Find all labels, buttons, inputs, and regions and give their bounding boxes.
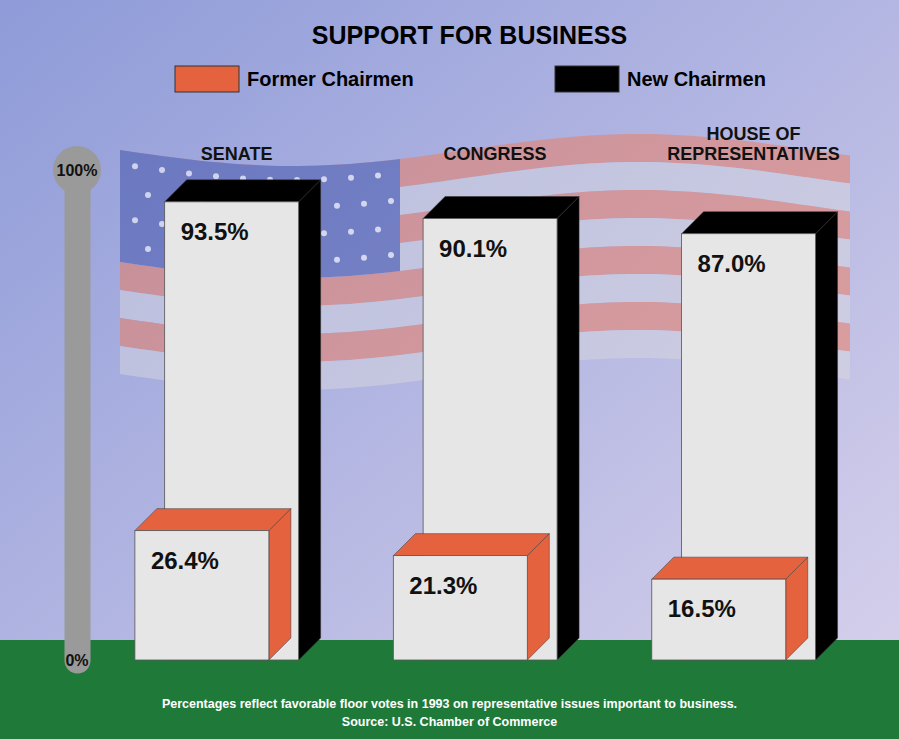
chart-title: SUPPORT FOR BUSINESS xyxy=(312,21,627,49)
y-tick: 0% xyxy=(65,652,88,669)
flag-star xyxy=(321,176,327,182)
category-labels: SENATE CONGRESS HOUSE OFREPRESENTATIVES xyxy=(201,124,840,164)
data-label: 90.1% xyxy=(439,235,507,262)
bar-3d xyxy=(135,509,291,660)
bar xyxy=(135,531,269,660)
category-label: CONGRESS xyxy=(444,144,547,164)
y-tick-label: 100% xyxy=(57,162,98,179)
bar-3d xyxy=(393,534,549,660)
bar-top xyxy=(393,534,549,556)
legend-label: New Chairmen xyxy=(627,68,766,90)
bar-3d xyxy=(652,557,808,660)
data-label: 16.5% xyxy=(668,595,736,622)
data-label: 21.3% xyxy=(409,572,477,599)
bar-side xyxy=(816,212,838,660)
bar-side xyxy=(299,180,321,660)
flag-star xyxy=(132,163,138,169)
bar-top xyxy=(423,197,579,219)
bar xyxy=(393,556,527,660)
bar-top xyxy=(652,557,808,579)
chart-svg: SUPPORT FOR BUSINESS Former Chairmen New C… xyxy=(0,0,899,739)
category-label: SENATE xyxy=(201,144,273,164)
legend: Former Chairmen New Chairmen xyxy=(175,66,766,92)
flag-star xyxy=(388,198,394,204)
data-label: 26.4% xyxy=(151,547,219,574)
data-label: 93.5% xyxy=(181,218,249,245)
bar-side xyxy=(269,509,291,660)
flag-star xyxy=(361,201,367,207)
data-label: 87.0% xyxy=(698,250,766,277)
y-axis: 0% 100% xyxy=(53,146,101,669)
flag-star xyxy=(213,173,219,179)
flag-star xyxy=(334,257,340,263)
flag-star xyxy=(321,230,327,236)
bar-top xyxy=(165,180,321,202)
bars xyxy=(135,180,838,660)
flag-star xyxy=(159,221,165,227)
y-axis-line xyxy=(65,171,91,661)
flag-star xyxy=(375,226,381,232)
flag-star xyxy=(159,167,165,173)
legend-swatch xyxy=(555,66,619,92)
bar-top xyxy=(135,509,291,531)
flag-star xyxy=(132,217,138,223)
chart-container: SUPPORT FOR BUSINESS Former Chairmen New C… xyxy=(0,0,899,739)
flag-star xyxy=(145,192,151,198)
bar-side xyxy=(557,197,579,660)
footnote: Source: U.S. Chamber of Commerce xyxy=(342,715,557,729)
flag-star xyxy=(375,172,381,178)
flag-star xyxy=(348,175,354,181)
legend-label: Former Chairmen xyxy=(247,68,414,90)
data-labels: 93.5% 26.4% 90.1% 21.3% 87.0% 16.5% xyxy=(151,218,766,622)
category-label: HOUSE OFREPRESENTATIVES xyxy=(667,124,839,164)
flag-star xyxy=(361,255,367,261)
legend-swatch xyxy=(175,66,239,92)
flag-star xyxy=(388,252,394,258)
y-tick-label: 0% xyxy=(65,652,88,669)
footnote: Percentages reflect favorable floor vote… xyxy=(162,697,737,711)
y-tick: 100% xyxy=(57,162,98,179)
background xyxy=(0,0,899,739)
flag-star xyxy=(186,170,192,176)
bar-top xyxy=(682,212,838,234)
flag-star xyxy=(145,246,151,252)
bar xyxy=(652,579,786,660)
flag-star xyxy=(348,229,354,235)
flag-star xyxy=(334,203,340,209)
